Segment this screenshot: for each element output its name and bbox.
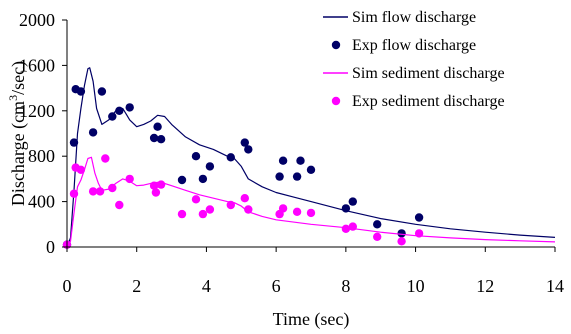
- data-point: [348, 197, 357, 206]
- data-point: [341, 224, 351, 233]
- data-point: [125, 174, 134, 184]
- data-point: [151, 188, 161, 197]
- x-tick-label: 8: [341, 276, 350, 296]
- data-point: [397, 229, 406, 238]
- series-line-0: [66, 67, 556, 248]
- data-point: [177, 175, 187, 185]
- x-tick-label: 0: [63, 276, 72, 296]
- y-axis-title: Discharge (cm3/sec): [6, 61, 29, 206]
- x-tick-label: 6: [272, 276, 281, 296]
- y-tick-label: 2000: [19, 10, 55, 30]
- data-point: [292, 172, 302, 181]
- data-point: [373, 220, 382, 229]
- x-axis-title: Time (sec): [273, 309, 350, 330]
- legend-marker-swatch: [331, 40, 341, 50]
- y-axis-title-superscript: 3: [6, 95, 20, 101]
- axes: 0 2 4 6 8 10 12 14 0 400 800 1200 1600 2000: [19, 10, 564, 296]
- data-point: [153, 122, 162, 131]
- data-point: [115, 200, 124, 210]
- data-point: [278, 156, 288, 165]
- data-point: [125, 103, 134, 112]
- data-point: [191, 152, 201, 161]
- data-point: [306, 165, 316, 174]
- legend: Sim flow discharge Exp flow discharge Sim …: [323, 9, 505, 110]
- data-point: [205, 205, 215, 214]
- data-point: [177, 209, 187, 219]
- data-point: [115, 106, 124, 116]
- data-point: [149, 133, 159, 143]
- data-point: [205, 162, 215, 171]
- data-point: [341, 204, 351, 213]
- x-tick-label: 14: [546, 276, 564, 296]
- data-point: [156, 180, 166, 189]
- data-point: [240, 138, 249, 147]
- data-point: [296, 156, 305, 165]
- data-point: [88, 128, 98, 137]
- data-point: [275, 172, 284, 181]
- x-tick-label: 4: [202, 276, 211, 296]
- data-point: [88, 187, 98, 196]
- data-point: [198, 174, 208, 184]
- legend-label: Exp flow discharge: [352, 37, 476, 54]
- data-point: [292, 207, 302, 216]
- data-point: [76, 165, 86, 174]
- data-point: [108, 183, 117, 193]
- data-point: [69, 189, 79, 198]
- data-point: [97, 87, 107, 96]
- legend-label: Sim sediment discharge: [352, 65, 505, 82]
- y-axis-title-tail: /sec): [8, 61, 29, 95]
- x-tick-label: 12: [476, 276, 494, 296]
- data-point: [191, 195, 201, 204]
- data-point: [244, 145, 253, 154]
- legend-label: Sim flow discharge: [352, 9, 476, 26]
- data-point: [101, 154, 110, 163]
- y-tick-label: 800: [28, 146, 55, 166]
- y-tick-label: 1200: [19, 101, 55, 121]
- y-tick-label: 0: [46, 237, 55, 257]
- legend-label: Exp sediment discharge: [352, 93, 505, 110]
- data-point: [414, 229, 424, 238]
- data-point: [69, 138, 79, 147]
- data-point: [414, 213, 424, 222]
- y-tick-label: 1600: [19, 55, 55, 75]
- data-point: [373, 232, 382, 241]
- data-point: [278, 204, 288, 213]
- data-point: [95, 187, 105, 196]
- y-ticks: 0 400 800 1200 1600 2000: [19, 10, 67, 257]
- plot-area: [62, 67, 556, 249]
- data-point: [149, 181, 159, 190]
- data-point: [306, 208, 316, 218]
- data-point: [244, 205, 253, 214]
- y-tick-label: 400: [28, 192, 55, 212]
- data-point: [240, 194, 249, 203]
- x-tick-label: 2: [132, 276, 141, 296]
- data-point: [76, 87, 86, 96]
- data-point: [108, 112, 117, 121]
- data-point: [348, 222, 357, 231]
- legend-marker-swatch: [331, 96, 341, 106]
- data-point: [156, 135, 166, 144]
- x-ticks: 0 2 4 6 8 10 12 14: [63, 247, 564, 296]
- data-point: [198, 209, 208, 219]
- data-point: [226, 153, 235, 162]
- y-axis-title-main: Discharge (cm: [8, 101, 29, 206]
- data-point: [397, 237, 406, 246]
- data-point: [226, 200, 235, 210]
- x-tick-label: 10: [407, 276, 425, 296]
